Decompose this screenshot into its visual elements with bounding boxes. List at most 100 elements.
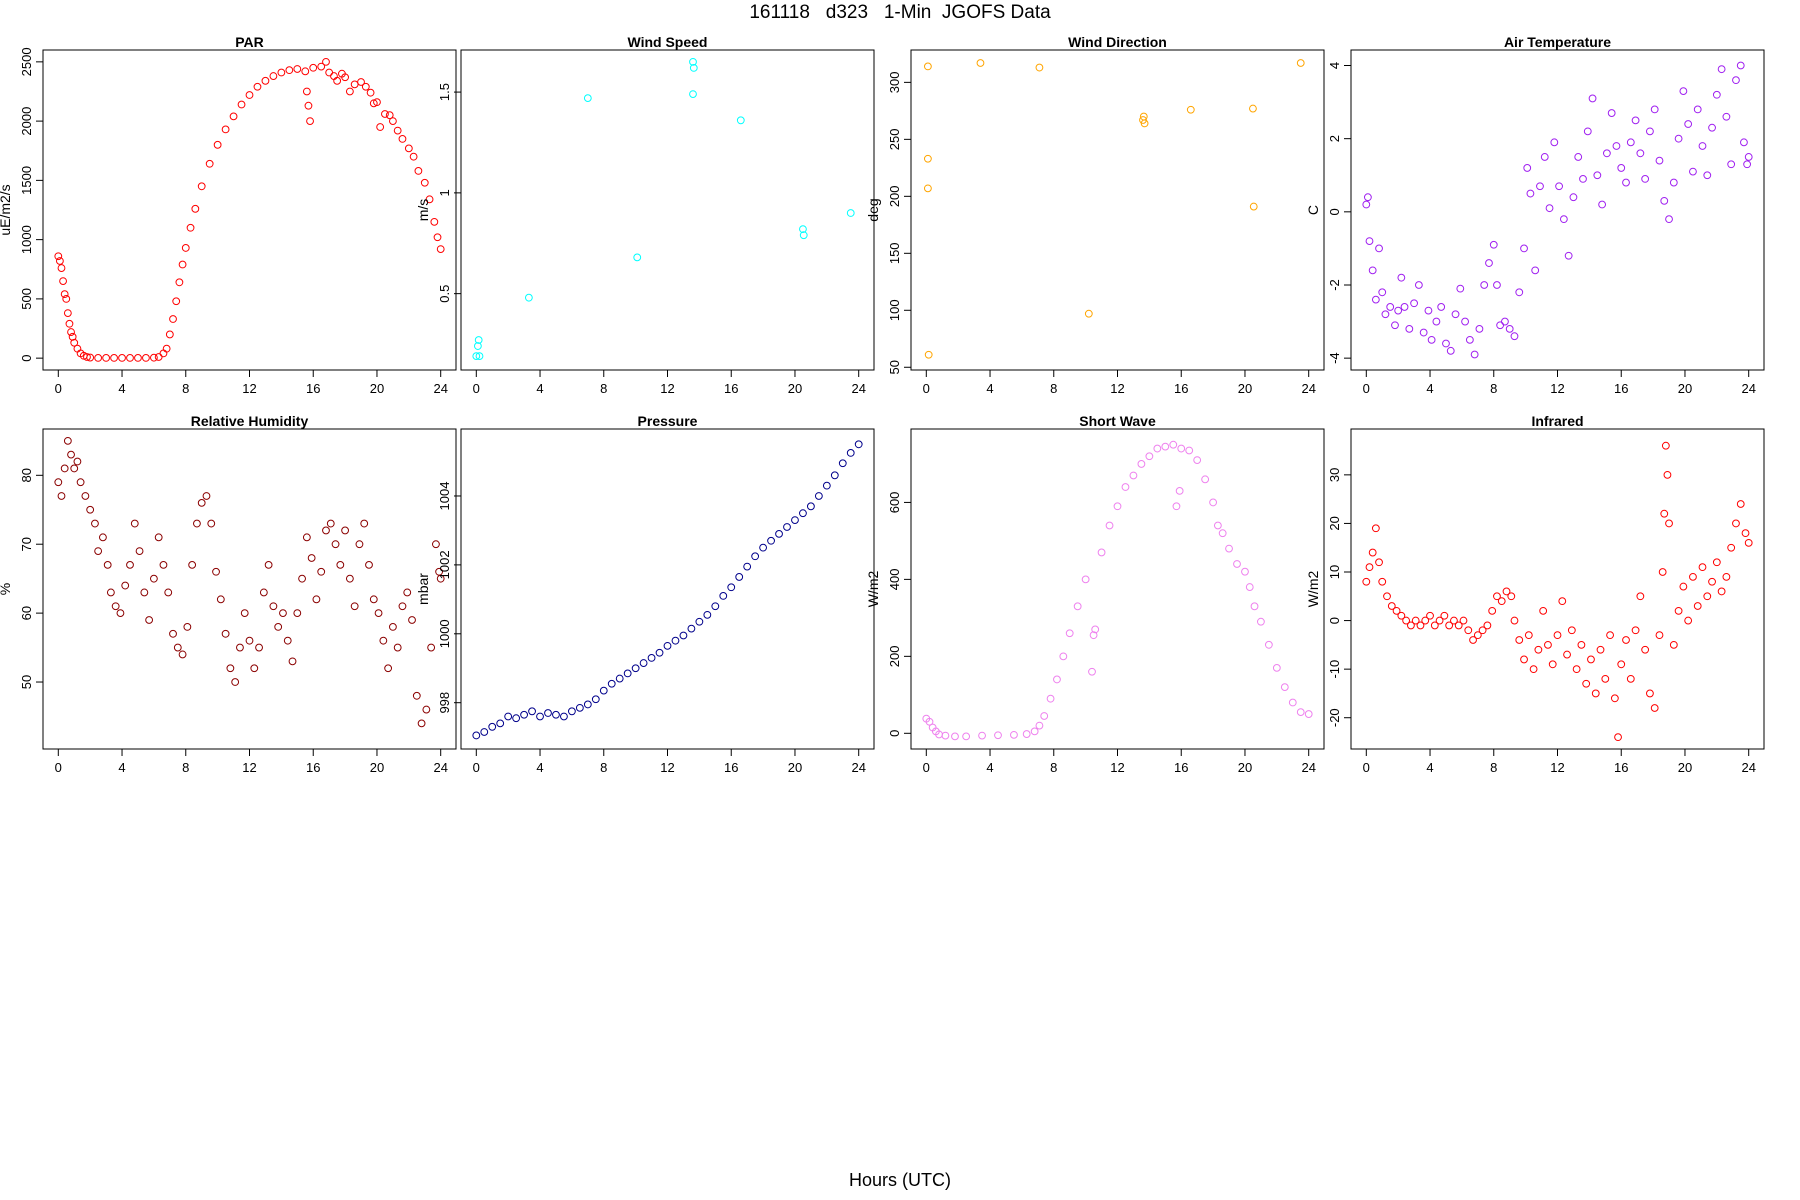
data-point	[1250, 602, 1259, 611]
data-point	[1693, 602, 1702, 610]
y-tick-label: 0	[19, 355, 34, 362]
data-point	[1201, 475, 1210, 484]
data-points	[472, 440, 863, 740]
data-point	[288, 657, 297, 666]
data-point	[1658, 568, 1667, 576]
data-point	[76, 478, 85, 487]
y-tick-label: 200	[887, 645, 902, 667]
data-point	[433, 233, 442, 242]
data-point	[1365, 237, 1374, 245]
data-point	[1461, 317, 1469, 326]
data-point	[1464, 626, 1473, 635]
data-point	[1137, 460, 1146, 468]
data-point	[1693, 105, 1702, 114]
data-point	[1105, 521, 1114, 530]
data-point	[250, 664, 259, 673]
data-point	[1531, 266, 1540, 275]
data-point	[183, 622, 192, 631]
data-point	[221, 125, 230, 134]
data-point	[1674, 134, 1683, 143]
data-point	[1213, 521, 1222, 530]
x-tick-label: 0	[55, 381, 62, 396]
x-tick-label: 4	[1426, 760, 1433, 775]
data-point	[1470, 350, 1479, 359]
data-point	[1553, 631, 1562, 640]
data-point	[1674, 606, 1683, 615]
y-tick-label: 998	[437, 692, 452, 714]
data-point	[1567, 626, 1576, 635]
data-point	[1445, 621, 1454, 630]
data-point	[1454, 621, 1463, 630]
x-tick-label: 24	[433, 381, 447, 396]
x-tick-label: 4	[986, 381, 993, 396]
data-point	[1684, 616, 1693, 625]
data-point	[1375, 558, 1383, 567]
data-point	[846, 449, 855, 457]
data-point	[159, 349, 168, 358]
data-point	[169, 315, 177, 323]
data-point	[1622, 178, 1630, 187]
data-point	[1665, 519, 1673, 528]
data-point	[1563, 650, 1571, 659]
data-point	[374, 609, 383, 618]
x-tick-label: 0	[473, 760, 480, 775]
data-point	[94, 354, 103, 362]
data-point	[1646, 689, 1654, 698]
data-point	[73, 457, 82, 466]
data-point	[67, 328, 75, 336]
data-point	[317, 567, 326, 576]
data-point	[403, 588, 412, 597]
data-point	[1631, 116, 1640, 125]
data-point	[1617, 660, 1626, 669]
data-point	[814, 492, 823, 500]
data-point	[63, 309, 72, 318]
data-point	[1744, 538, 1753, 547]
data-point	[1601, 674, 1610, 683]
data-point	[1520, 655, 1528, 664]
data-point	[345, 574, 354, 583]
data-point	[60, 290, 69, 299]
data-point	[1587, 655, 1595, 664]
data-point	[1722, 572, 1731, 581]
data-point	[322, 57, 330, 66]
x-tick-label: 8	[600, 760, 607, 775]
data-point	[583, 94, 592, 103]
data-point	[186, 223, 195, 232]
data-point	[384, 664, 393, 673]
data-point	[135, 547, 144, 556]
data-point	[191, 204, 200, 213]
data-point	[55, 257, 64, 265]
data-point	[389, 622, 397, 631]
data-points	[54, 436, 445, 728]
data-point	[62, 294, 71, 303]
x-tick-label: 16	[1174, 381, 1188, 396]
data-point	[799, 231, 808, 240]
data-point	[207, 519, 216, 528]
data-point	[1288, 698, 1297, 707]
x-tick-label: 12	[1110, 381, 1124, 396]
panel-short-wave: Short Wave 0 4 8 12 16 20 24 0 200 400 600 W/m2	[865, 413, 1325, 775]
data-point	[59, 277, 67, 286]
data-point	[1375, 244, 1383, 253]
data-point	[775, 529, 783, 538]
data-point	[1456, 284, 1465, 293]
data-point	[322, 526, 330, 535]
data-point	[285, 66, 294, 75]
data-point	[1572, 665, 1581, 674]
y-tick-label: 0.5	[437, 285, 452, 303]
data-point	[1544, 640, 1552, 649]
data-point	[1607, 109, 1616, 117]
x-tick-label: 20	[1238, 381, 1252, 396]
data-point	[307, 554, 316, 562]
data-point	[1660, 196, 1669, 205]
data-point	[355, 540, 364, 549]
x-tick-label: 12	[242, 760, 256, 775]
x-tick-label: 16	[306, 381, 320, 396]
data-point	[695, 617, 704, 626]
data-point	[1663, 470, 1672, 479]
data-point	[1241, 567, 1249, 576]
data-point	[149, 353, 158, 362]
data-point	[173, 643, 182, 652]
data-point	[86, 353, 95, 362]
data-point	[65, 319, 74, 328]
